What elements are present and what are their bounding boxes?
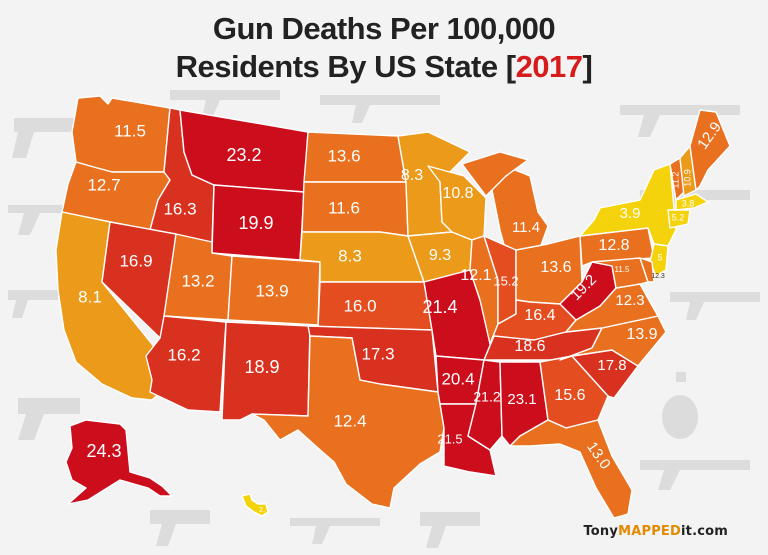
label-IL: 12.1 [460, 267, 491, 284]
label-NJ: 5 [657, 252, 662, 262]
label-AL: 23.1 [507, 391, 536, 408]
label-MS: 21.2 [473, 389, 500, 405]
label-MN: 8.3 [401, 167, 423, 184]
rifle-icon [290, 518, 380, 544]
label-ID: 16.3 [163, 199, 196, 218]
label-IN: 15.2 [493, 273, 518, 288]
title-line-1: Gun Deaths Per 100,000 [212, 11, 556, 46]
label-NH: 10.9 [682, 169, 692, 187]
label-AK: 24.3 [86, 441, 121, 461]
state-CT [667, 209, 691, 229]
rifle-icon [640, 460, 750, 490]
label-ND: 13.6 [327, 146, 360, 165]
label-CT: 5.2 [672, 212, 685, 222]
label-AR: 20.4 [441, 369, 474, 388]
state-ME [689, 109, 731, 191]
label-MT: 23.2 [226, 145, 261, 165]
rifle-icon [670, 292, 760, 320]
brand-left: Tony [583, 524, 619, 539]
brand-right: it.com [681, 524, 728, 539]
label-NY: 3.9 [620, 205, 641, 222]
state-TX [251, 335, 445, 509]
rifle-icon [320, 95, 440, 123]
label-MD: 11.5 [615, 265, 631, 274]
revolver-icon [18, 398, 80, 440]
pistol-icon [150, 510, 210, 546]
label-TX: 12.4 [333, 411, 366, 430]
state-AZ [145, 315, 227, 413]
label-DE: 12.3 [651, 273, 665, 280]
state-MA [675, 193, 709, 211]
brand-mid: MAPPED [618, 524, 681, 539]
label-TN: 18.6 [514, 338, 545, 355]
label-GA: 15.6 [554, 387, 585, 404]
state-HI [241, 493, 269, 517]
title-line-2-suffix: ] [582, 49, 593, 84]
label-OH: 13.6 [540, 259, 571, 276]
label-MO: 21.4 [422, 297, 457, 317]
label-OR: 12.7 [87, 175, 120, 194]
label-CA: 8.1 [78, 287, 102, 306]
state-FL [509, 419, 633, 519]
pistol-icon [12, 118, 74, 158]
label-SD: 11.6 [328, 198, 360, 217]
label-HI: 2. [259, 507, 265, 514]
grenade-icon [662, 372, 699, 439]
title-year: 2017 [515, 49, 583, 84]
map-title: Gun Deaths Per 100,000 Residents By US S… [0, 10, 768, 86]
label-AZ: 16.2 [167, 345, 200, 364]
label-NC: 13.9 [626, 326, 657, 343]
label-WI: 10.8 [442, 185, 473, 202]
label-VT: 11.2 [670, 172, 680, 189]
label-KS: 16.0 [343, 296, 376, 315]
title-line-2-prefix: Residents By US State [ [175, 49, 516, 84]
label-NE: 8.3 [338, 246, 362, 265]
states [55, 95, 731, 519]
label-WA: 11.5 [114, 121, 146, 140]
label-PA: 12.8 [598, 237, 629, 254]
label-OK: 17.3 [361, 344, 394, 363]
title-line-2: Residents By US State [2017] [0, 48, 768, 86]
label-UT: 13.2 [181, 271, 214, 290]
state-MI-upper [461, 151, 529, 197]
label-MI: 11.4 [512, 219, 540, 236]
pistol-icon [420, 512, 480, 548]
rifle-icon [170, 90, 280, 118]
label-VA: 12.3 [615, 292, 644, 309]
rifle-icon [8, 290, 58, 318]
label-MA: 3.8 [682, 198, 695, 208]
label-KY: 16.4 [524, 307, 555, 324]
state-DE [639, 257, 655, 283]
brand-logo: TonyMAPPEDit.com [583, 524, 728, 539]
state-AK [65, 419, 173, 505]
state-MI [491, 167, 549, 253]
label-NM: 18.9 [244, 357, 279, 377]
label-CO: 13.9 [255, 281, 288, 300]
label-WY: 19.9 [238, 213, 273, 233]
label-SC: 17.8 [597, 357, 626, 374]
label-IA: 9.3 [429, 247, 451, 264]
label-NV: 16.9 [119, 251, 152, 270]
state-NJ [649, 243, 669, 277]
state-NC [559, 315, 667, 367]
label-LA: 21.5 [437, 431, 462, 446]
